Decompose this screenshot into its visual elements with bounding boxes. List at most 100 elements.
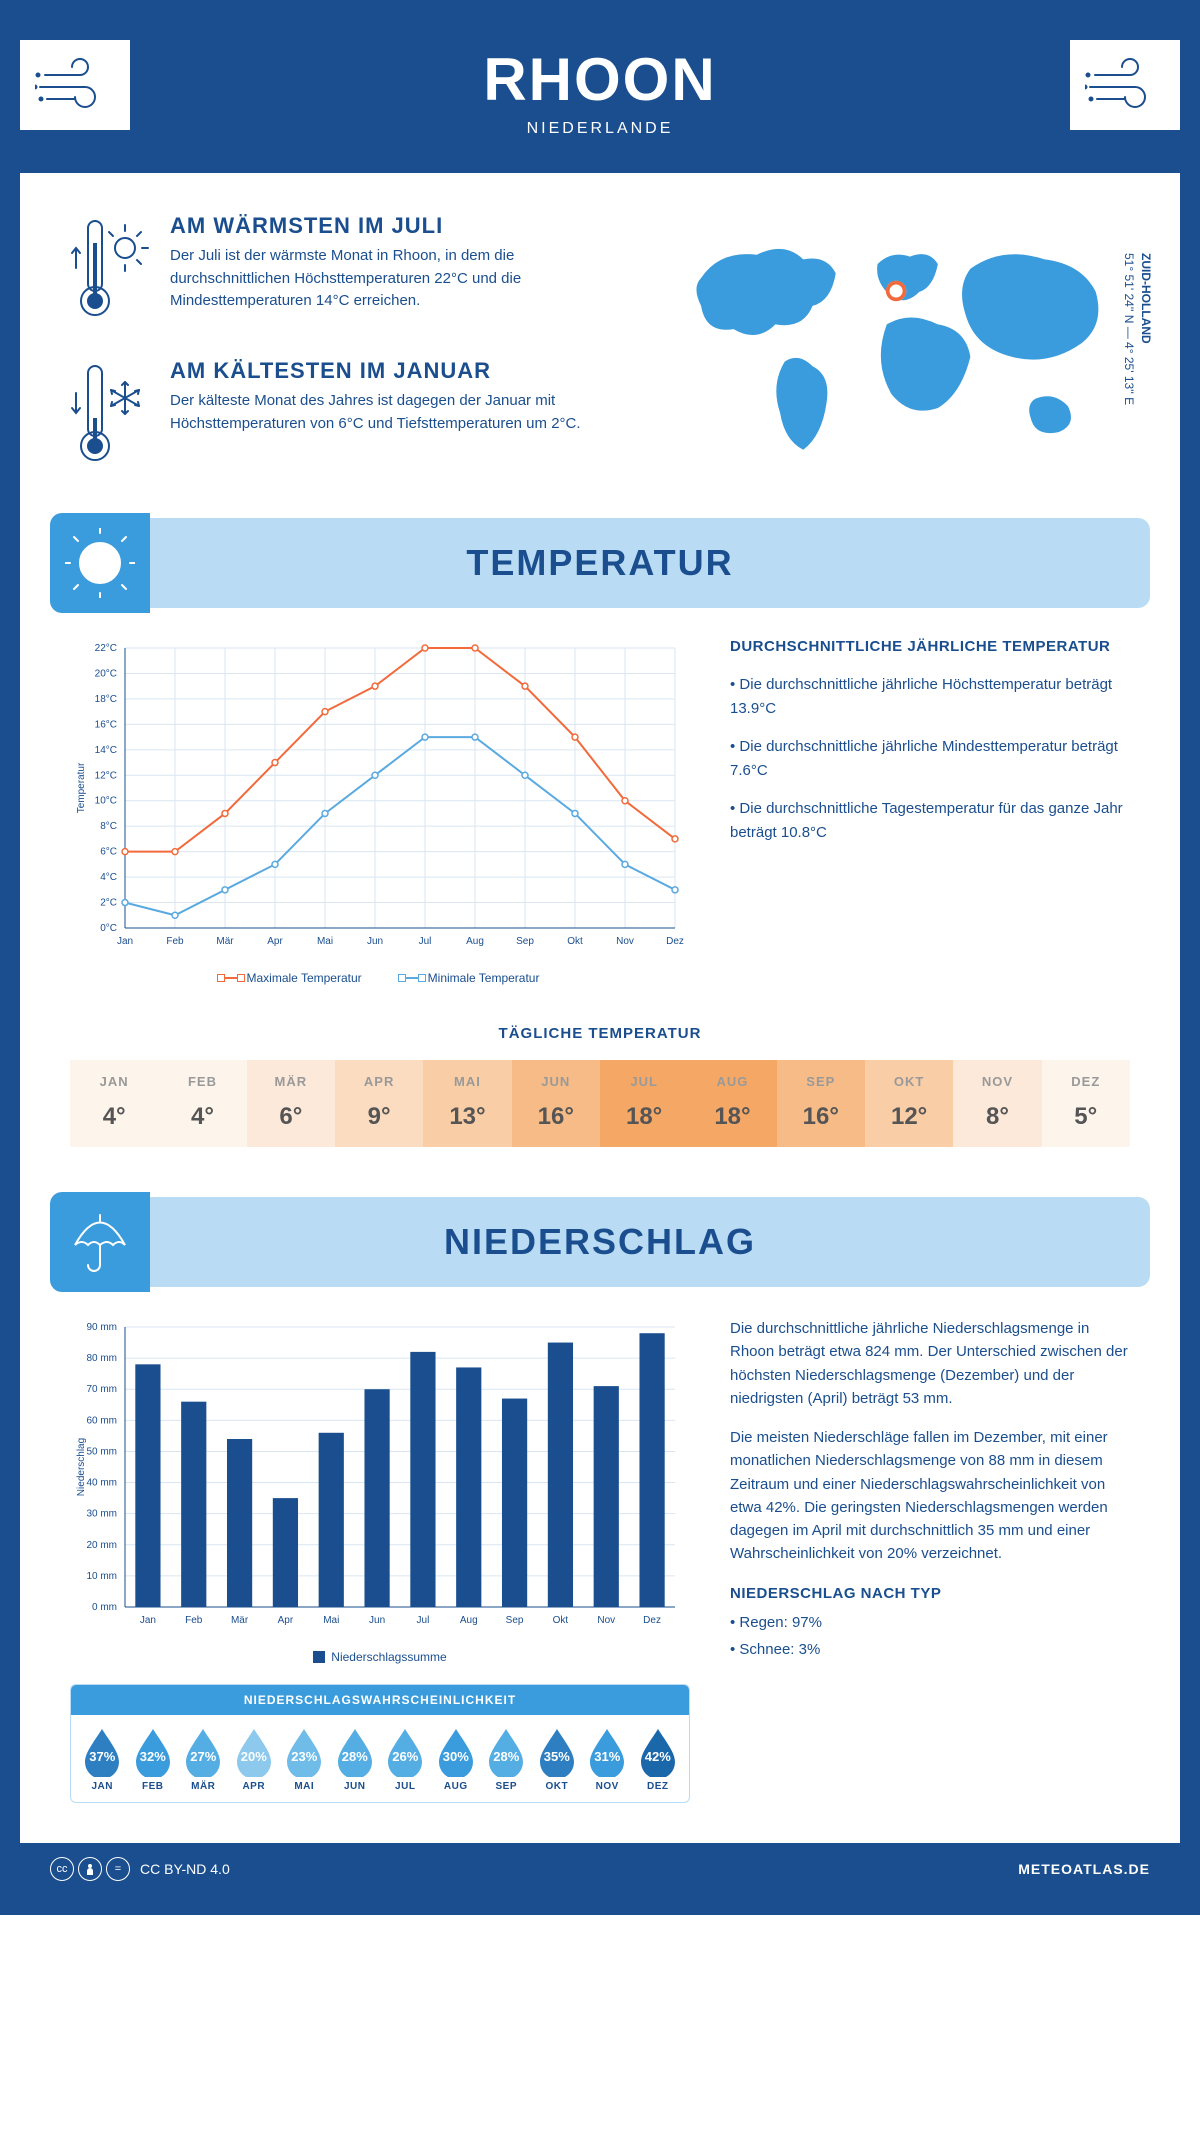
fact-warmest: AM WÄRMSTEN IM JULI Der Juli ist der wär…	[70, 213, 632, 328]
svg-text:16°C: 16°C	[95, 719, 117, 730]
fact-warm-title: AM WÄRMSTEN IM JULI	[170, 213, 632, 239]
wind-icon	[20, 40, 130, 130]
section-header-temperature: TEMPERATUR	[50, 518, 1150, 608]
svg-text:Niederschlag: Niederschlag	[76, 1438, 87, 1496]
drop-icon: 26%	[384, 1727, 426, 1777]
prob-cell: 37% JAN	[79, 1727, 126, 1792]
svg-text:30 mm: 30 mm	[86, 1509, 117, 1520]
precipitation-bar-chart: 0 mm10 mm20 mm30 mm40 mm50 mm60 mm70 mm8…	[70, 1317, 690, 1637]
svg-text:0 mm: 0 mm	[92, 1602, 117, 1613]
svg-text:14°C: 14°C	[95, 745, 117, 756]
svg-text:90 mm: 90 mm	[86, 1322, 117, 1333]
temp-info-panel: DURCHSCHNITTLICHE JÄHRLICHE TEMPERATUR •…	[730, 638, 1130, 985]
svg-text:20°C: 20°C	[95, 668, 117, 679]
svg-text:Mär: Mär	[216, 936, 234, 947]
page-subtitle: NIEDERLANDE	[20, 120, 1180, 138]
svg-text:Nov: Nov	[616, 936, 634, 947]
svg-text:Mär: Mär	[231, 1615, 249, 1626]
drop-icon: 35%	[536, 1727, 578, 1777]
temp-chart-legend: Maximale Temperatur Minimale Temperatur	[70, 971, 690, 985]
svg-text:Feb: Feb	[166, 936, 184, 947]
header: RHOON NIEDERLANDE	[20, 20, 1180, 173]
thermometer-hot-icon	[70, 213, 150, 328]
svg-text:6°C: 6°C	[100, 847, 117, 858]
svg-text:Jun: Jun	[367, 936, 383, 947]
daily-temp-cell: DEZ5°	[1042, 1060, 1130, 1147]
svg-text:70 mm: 70 mm	[86, 1384, 117, 1395]
temp-section-title: TEMPERATUR	[50, 542, 1150, 584]
svg-text:10 mm: 10 mm	[86, 1571, 117, 1582]
drop-icon: 28%	[334, 1727, 376, 1777]
intro-section: AM WÄRMSTEN IM JULI Der Juli ist der wär…	[20, 173, 1180, 508]
svg-text:Aug: Aug	[466, 936, 484, 947]
svg-text:0°C: 0°C	[100, 923, 117, 934]
svg-text:Nov: Nov	[597, 1615, 615, 1626]
svg-text:Mai: Mai	[323, 1615, 339, 1626]
svg-text:Sep: Sep	[506, 1615, 524, 1626]
svg-text:2°C: 2°C	[100, 898, 117, 909]
world-map	[662, 213, 1130, 473]
temperature-line-chart: 0°C2°C4°C6°C8°C10°C12°C14°C16°C18°C20°C2…	[70, 638, 690, 958]
prob-cell: 27% MÄR	[180, 1727, 227, 1792]
drop-icon: 23%	[283, 1727, 325, 1777]
svg-text:40 mm: 40 mm	[86, 1478, 117, 1489]
temp-info-bullet: • Die durchschnittliche Tagestemperatur …	[730, 797, 1130, 845]
cc-nd-icon: =	[106, 1857, 130, 1881]
daily-temp-cell: SEP16°	[777, 1060, 865, 1147]
fact-warm-text: Der Juli ist der wärmste Monat in Rhoon,…	[170, 245, 632, 313]
svg-text:22°C: 22°C	[95, 643, 117, 654]
precip-p1: Die durchschnittliche jährliche Niedersc…	[730, 1317, 1130, 1410]
svg-text:Sep: Sep	[516, 936, 534, 947]
precip-text-panel: Die durchschnittliche jährliche Niedersc…	[730, 1317, 1130, 1803]
temp-info-heading: DURCHSCHNITTLICHE JÄHRLICHE TEMPERATUR	[730, 638, 1130, 655]
page-title: RHOON	[20, 45, 1180, 114]
wind-icon	[1070, 40, 1180, 130]
svg-text:18°C: 18°C	[95, 694, 117, 705]
prob-cell: 28% JUN	[332, 1727, 379, 1792]
svg-text:Feb: Feb	[185, 1615, 203, 1626]
daily-temp-cell: OKT12°	[865, 1060, 953, 1147]
prob-cell: 31% NOV	[584, 1727, 631, 1792]
daily-temp-cell: NOV8°	[953, 1060, 1041, 1147]
cc-icon: cc	[50, 1857, 74, 1881]
svg-text:Aug: Aug	[460, 1615, 478, 1626]
daily-temp-cell: MÄR6°	[247, 1060, 335, 1147]
drop-icon: 20%	[233, 1727, 275, 1777]
drop-icon: 42%	[637, 1727, 679, 1777]
svg-text:Mai: Mai	[317, 936, 333, 947]
temp-info-bullet: • Die durchschnittliche jährliche Mindes…	[730, 735, 1130, 783]
drop-icon: 28%	[485, 1727, 527, 1777]
sun-icon	[50, 513, 150, 613]
prob-cell: 30% AUG	[433, 1727, 480, 1792]
daily-temp-cell: JUN16°	[512, 1060, 600, 1147]
svg-text:Jul: Jul	[419, 936, 432, 947]
prob-heading: NIEDERSCHLAGSWAHRSCHEINLICHKEIT	[71, 1685, 689, 1715]
map-marker-icon	[886, 281, 906, 301]
drop-icon: 30%	[435, 1727, 477, 1777]
svg-text:20 mm: 20 mm	[86, 1540, 117, 1551]
drop-icon: 27%	[182, 1727, 224, 1777]
drop-icon: 37%	[81, 1727, 123, 1777]
daily-temp-heading: TÄGLICHE TEMPERATUR	[70, 1025, 1130, 1042]
site-name: METEOATLAS.DE	[1018, 1861, 1150, 1877]
fact-coldest: AM KÄLTESTEN IM JANUAR Der kälteste Mona…	[70, 358, 632, 473]
daily-temp-cell: JAN4°	[70, 1060, 158, 1147]
svg-text:10°C: 10°C	[95, 796, 117, 807]
daily-temp-cell: FEB4°	[158, 1060, 246, 1147]
daily-temp-cell: APR9°	[335, 1060, 423, 1147]
svg-text:8°C: 8°C	[100, 821, 117, 832]
prob-cell: 23% MAI	[281, 1727, 328, 1792]
precip-probability-table: NIEDERSCHLAGSWAHRSCHEINLICHKEIT 37% JAN …	[70, 1684, 690, 1803]
prob-cell: 28% SEP	[483, 1727, 530, 1792]
daily-temp-cell: MAI13°	[423, 1060, 511, 1147]
svg-text:Apr: Apr	[267, 936, 283, 947]
umbrella-icon	[50, 1192, 150, 1292]
prob-cell: 35% OKT	[534, 1727, 581, 1792]
precip-section-title: NIEDERSCHLAG	[50, 1221, 1150, 1263]
drop-icon: 32%	[132, 1727, 174, 1777]
svg-text:Dez: Dez	[666, 936, 684, 947]
svg-text:Okt: Okt	[553, 1615, 569, 1626]
svg-text:Jan: Jan	[140, 1615, 156, 1626]
svg-text:Jun: Jun	[369, 1615, 385, 1626]
location-coords: ZUID-HOLLAND 51° 51' 24'' N — 4° 25' 13'…	[1120, 253, 1154, 405]
